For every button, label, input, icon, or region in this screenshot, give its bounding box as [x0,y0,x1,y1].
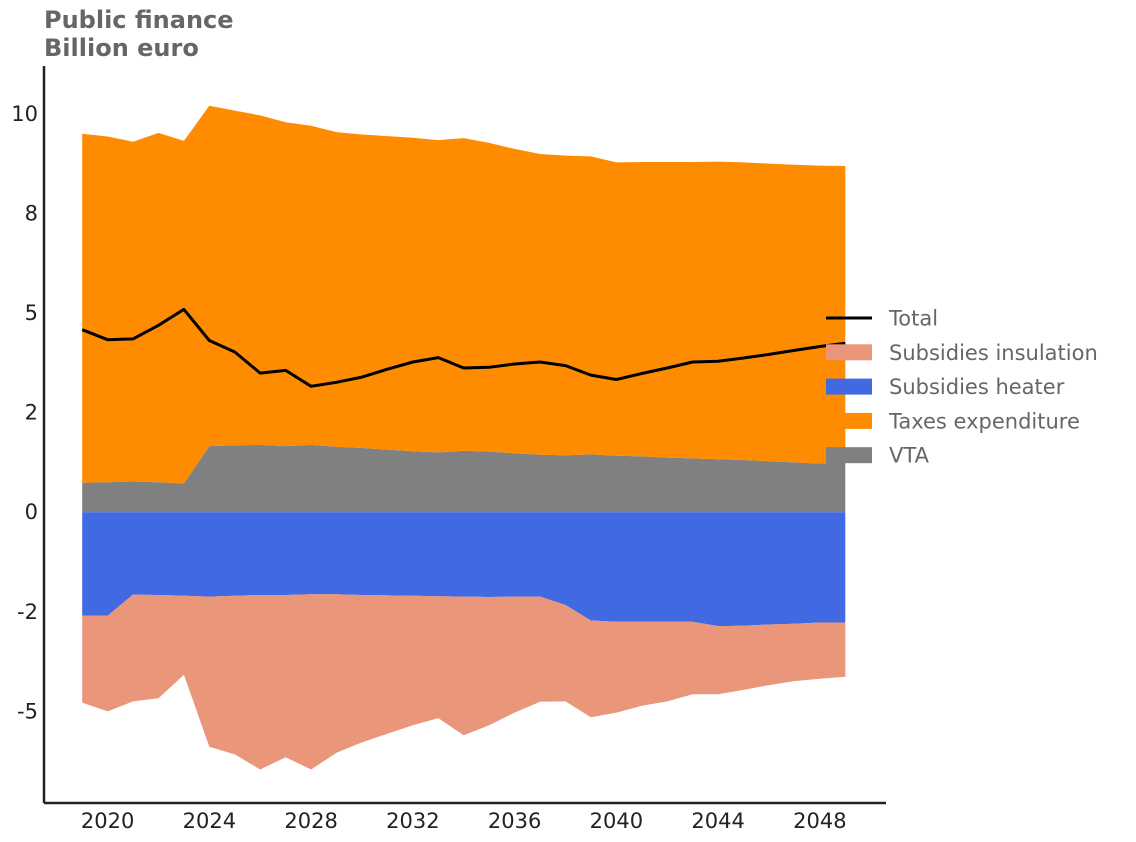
x-tick-label: 2048 [793,809,846,833]
x-tick-label: 2028 [284,809,337,833]
legend-label-subsidies-insulation: Subsidies insulation [889,341,1098,365]
legend: Total Subsidies insulation Subsidies heate… [826,307,1098,468]
chart-title: Public finance Billion euro [44,6,234,62]
x-tick-label: 2020 [81,809,134,833]
legend-swatch-subsidies-heater [826,378,872,395]
total-line-layer [81,307,846,388]
area-subsidies-insulation [82,594,846,770]
legend-swatch-vta [826,447,872,464]
y-axis-ticks: 10 8 5 2 0 -2 -5 [11,102,38,724]
x-tick-label: 2044 [691,809,744,833]
legend-item-subsidies-insulation: Subsidies insulation [826,341,1098,365]
area-layers [82,105,846,770]
legend-label-taxes-expenditure: Taxes expenditure [888,409,1080,433]
area-subsidies-heater [82,512,846,627]
legend-swatch-taxes-expenditure [826,412,872,429]
y-tick-label: 2 [25,401,38,425]
legend-label-vta: VTA [889,444,930,468]
area-vta [82,444,846,513]
x-tick-label: 2036 [488,809,541,833]
x-tick-label: 2024 [183,809,236,833]
legend-item-vta: VTA [826,444,930,468]
legend-item-subsidies-heater: Subsidies heater [826,375,1065,399]
y-tick-label: 8 [25,201,38,225]
axes [42,66,886,805]
legend-item-taxes-expenditure: Taxes expenditure [826,409,1080,433]
x-tick-label: 2032 [386,809,439,833]
line-total [81,307,846,388]
title-line-2: Billion euro [44,34,199,62]
y-tick-label: -2 [17,600,38,624]
area-taxes-expenditure [82,105,846,484]
x-tick-label: 2040 [590,809,643,833]
y-tick-label: 10 [11,102,38,126]
legend-label-subsidies-heater: Subsidies heater [889,375,1065,399]
y-tick-label: 5 [25,301,38,325]
legend-item-total: Total [826,307,938,331]
y-tick-label: 0 [25,500,38,524]
title-line-1: Public finance [44,6,234,34]
legend-swatch-subsidies-insulation [826,344,872,361]
x-axis-ticks: 2020 2024 2028 2032 2036 2040 2044 2048 [81,809,847,833]
legend-label-total: Total [888,307,938,331]
y-tick-label: -5 [17,699,38,723]
